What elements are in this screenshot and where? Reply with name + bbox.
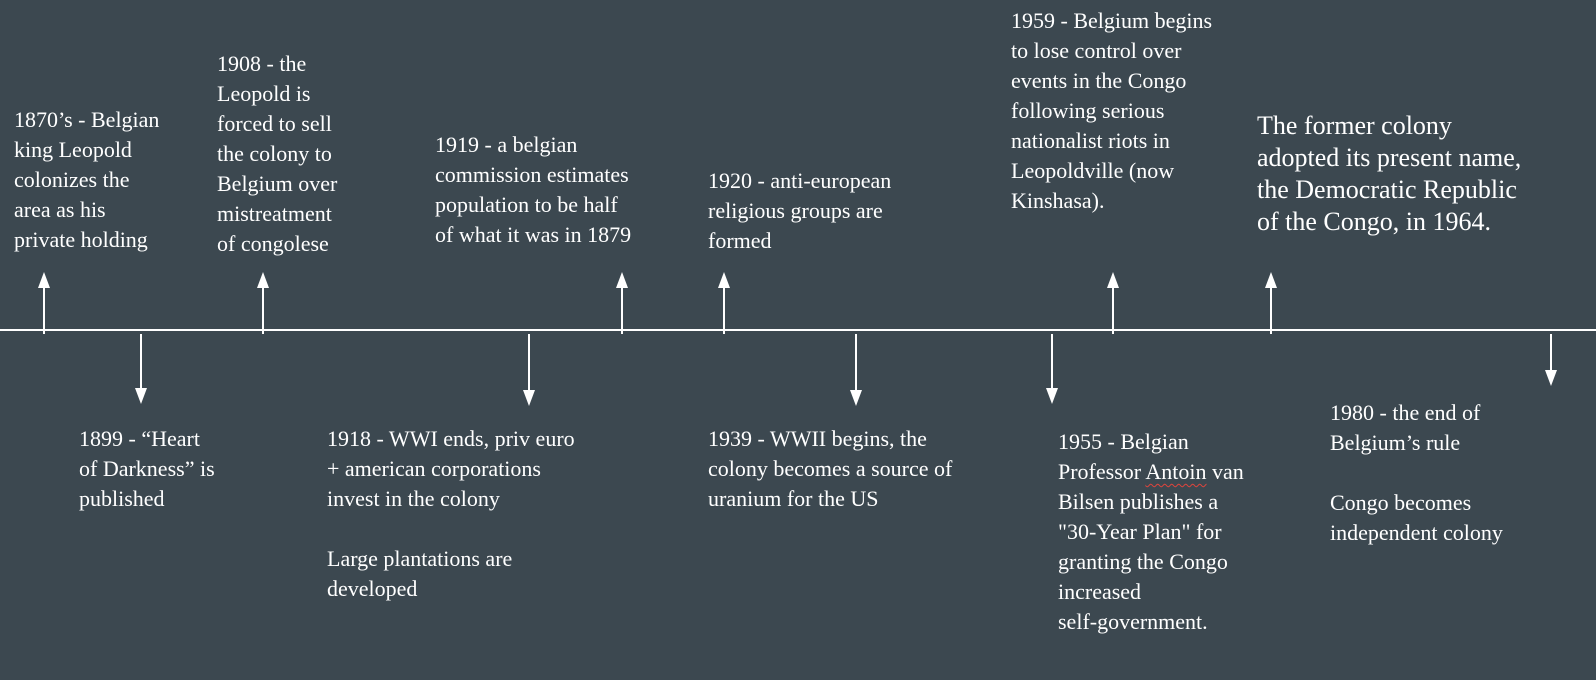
event-1870s: 1870’s - Belgian king Leopold colonizes … (14, 107, 160, 252)
event-1918: 1918 - WWI ends, priv euro + american co… (327, 426, 575, 601)
arrow-down-1918 (523, 334, 535, 406)
event-1955-text-start: 1955 - Belgian Professor (1058, 429, 1189, 484)
event-1955: 1955 - Belgian Professor Antoin van Bils… (1058, 427, 1244, 637)
event-1899: 1899 - “Heart of Darkness” is published (79, 426, 215, 511)
arrow-down-1980 (1545, 334, 1557, 386)
event-1980: 1980 - the end of Belgium’s rule Congo b… (1330, 400, 1503, 545)
event-1959: 1959 - Belgium begins to lose control ov… (1011, 8, 1213, 213)
spellcheck-underlined-word: Antoin (1145, 459, 1207, 484)
arrow-up-1870s (38, 272, 50, 334)
arrow-down-1955 (1046, 334, 1058, 404)
event-1919: 1919 - a belgian commission estimates po… (435, 132, 632, 247)
arrow-up-1920 (718, 272, 730, 334)
arrow-up-1908 (257, 272, 269, 334)
event-1964: The former colony adopted its present na… (1257, 111, 1522, 236)
arrow-down-1939 (850, 334, 862, 406)
arrow-down-1899 (135, 334, 147, 404)
event-1920: 1920 - anti-european religious groups ar… (708, 168, 892, 253)
arrow-up-1959 (1107, 272, 1119, 334)
arrow-up-1964 (1265, 272, 1277, 334)
event-1939: 1939 - WWII begins, the colony becomes a… (708, 426, 953, 511)
arrow-up-1919 (616, 272, 628, 334)
event-1955-text-end: van Bilsen publishes a "30-Year Plan" fo… (1058, 459, 1244, 634)
event-1908: 1908 - the Leopold is forced to sell the… (217, 51, 338, 256)
